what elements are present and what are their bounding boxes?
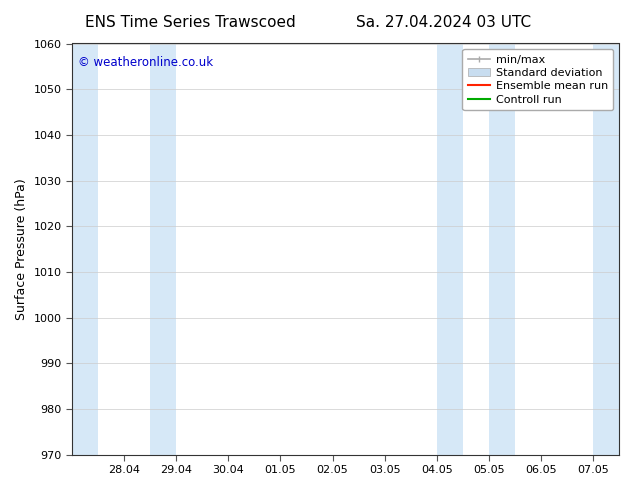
Y-axis label: Surface Pressure (hPa): Surface Pressure (hPa) xyxy=(15,178,28,320)
Bar xyxy=(72,44,98,455)
Text: © weatheronline.co.uk: © weatheronline.co.uk xyxy=(77,56,212,69)
Text: ENS Time Series Trawscoed: ENS Time Series Trawscoed xyxy=(85,15,295,30)
Bar xyxy=(150,44,176,455)
Bar xyxy=(437,44,463,455)
Bar xyxy=(593,44,619,455)
Legend: min/max, Standard deviation, Ensemble mean run, Controll run: min/max, Standard deviation, Ensemble me… xyxy=(462,49,614,110)
Text: Sa. 27.04.2024 03 UTC: Sa. 27.04.2024 03 UTC xyxy=(356,15,531,30)
Bar xyxy=(489,44,515,455)
